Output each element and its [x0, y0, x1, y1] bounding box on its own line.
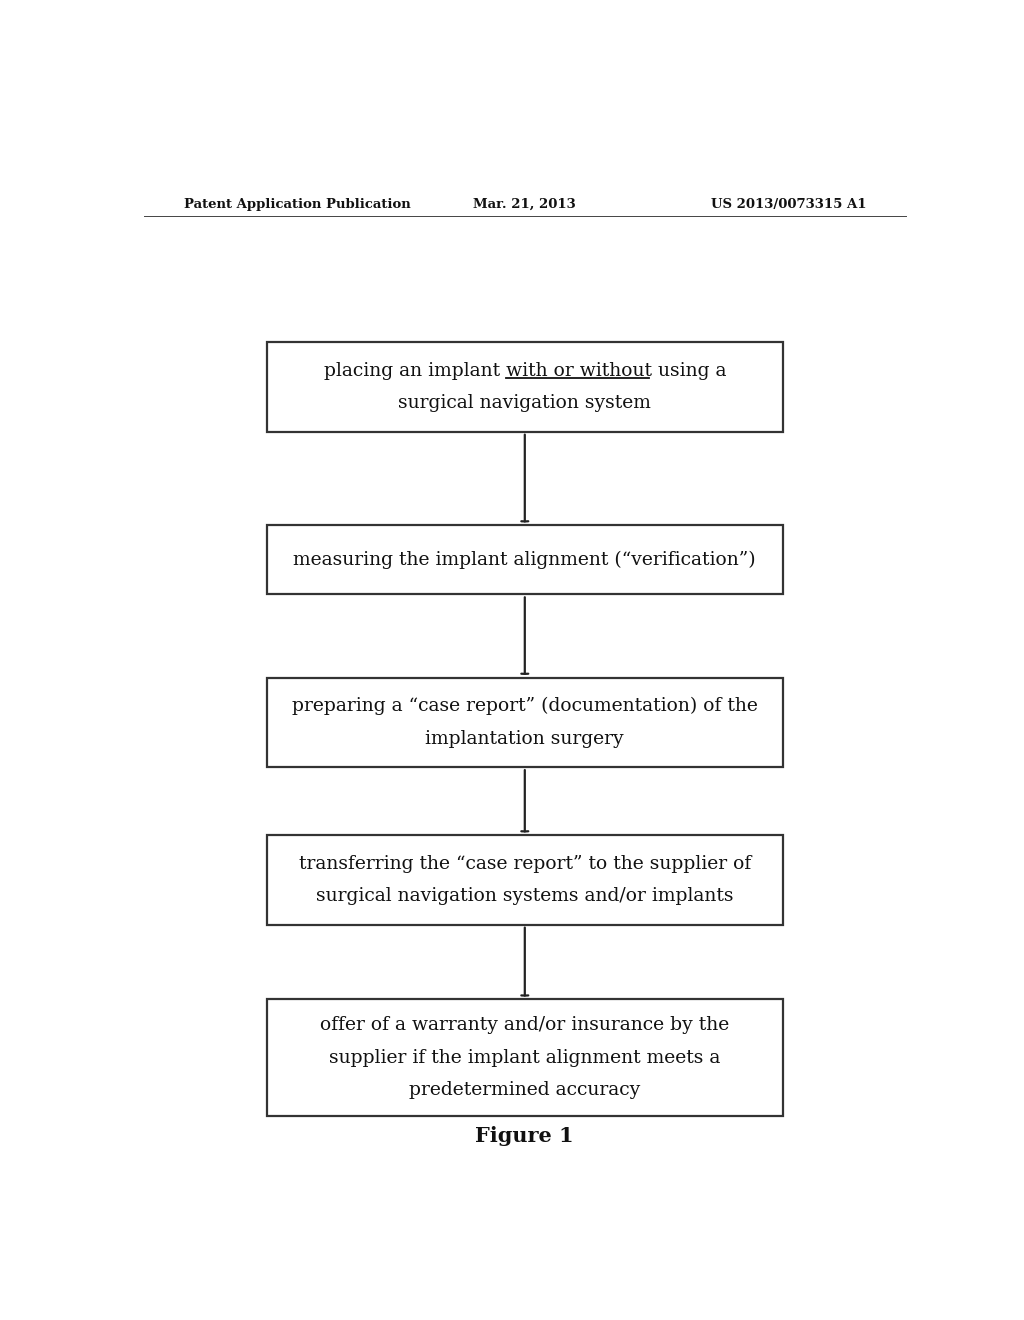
Bar [267, 342, 782, 432]
Text: surgical navigation system: surgical navigation system [398, 395, 651, 412]
Text: preparing a “case report” (documentation) of the: preparing a “case report” (documentation… [292, 697, 758, 715]
Text: Mar. 21, 2013: Mar. 21, 2013 [473, 198, 577, 211]
Text: US 2013/0073315 A1: US 2013/0073315 A1 [711, 198, 866, 211]
Text: transferring the “case report” to the supplier of: transferring the “case report” to the su… [299, 855, 751, 873]
Text: supplier if the implant alignment meets a: supplier if the implant alignment meets … [329, 1049, 721, 1067]
Text: implantation surgery: implantation surgery [426, 730, 624, 747]
Bar [267, 999, 782, 1117]
Bar [267, 677, 782, 767]
Text: placing an implant with or without using a: placing an implant with or without using… [324, 362, 726, 380]
Text: offer of a warranty and/or insurance by the: offer of a warranty and/or insurance by … [321, 1016, 729, 1035]
Text: surgical navigation systems and/or implants: surgical navigation systems and/or impla… [316, 887, 733, 906]
Bar [267, 525, 782, 594]
Text: predetermined accuracy: predetermined accuracy [410, 1081, 640, 1100]
Text: Patent Application Publication: Patent Application Publication [183, 198, 411, 211]
Text: Figure 1: Figure 1 [475, 1126, 574, 1146]
Bar [267, 836, 782, 925]
Text: measuring the implant alignment (“verification”): measuring the implant alignment (“verifi… [294, 550, 756, 569]
